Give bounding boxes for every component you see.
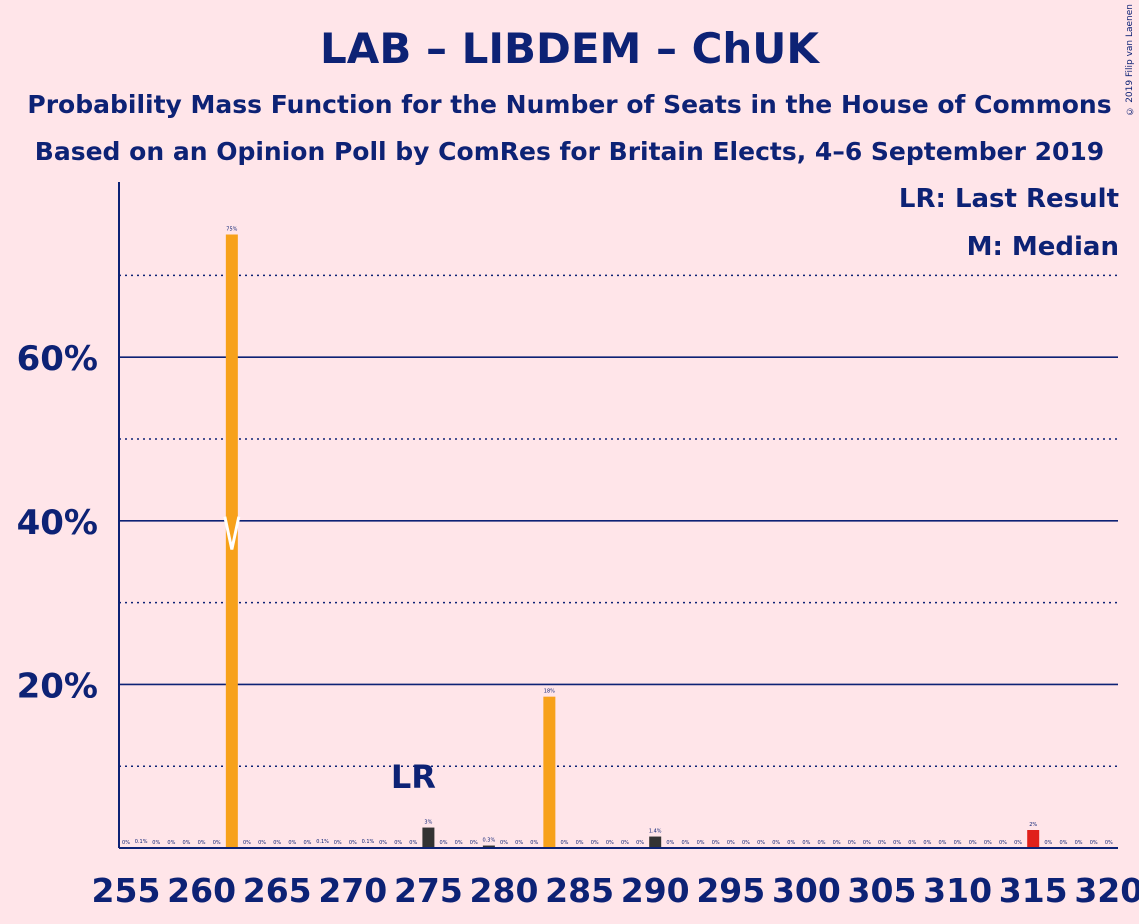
x-tick-label: 320	[1074, 871, 1139, 910]
x-tick-label: 290	[621, 871, 690, 910]
data-label-319: 0%	[1090, 840, 1098, 846]
data-label-318: 0%	[1075, 840, 1083, 846]
data-label-270: 0%	[349, 840, 357, 846]
data-label-271: 0.1%	[362, 839, 375, 845]
data-label-278: 0%	[470, 840, 478, 846]
data-label-258: 0%	[167, 840, 175, 846]
data-label-265: 0%	[273, 840, 281, 846]
legend-median: M: Median	[966, 232, 1119, 262]
x-tick-label: 265	[243, 871, 312, 910]
data-label-290: 1.4%	[649, 829, 662, 835]
data-label-289: 0%	[636, 840, 644, 846]
data-label-266: 0%	[288, 840, 296, 846]
data-label-297: 0%	[757, 840, 765, 846]
data-label-284: 0%	[561, 840, 569, 846]
last-result-marker: LR	[391, 758, 436, 796]
x-tick-label: 260	[167, 871, 236, 910]
data-label-291: 0%	[666, 840, 674, 846]
data-label-303: 0%	[848, 840, 856, 846]
data-label-302: 0%	[833, 840, 841, 846]
data-label-312: 0%	[984, 840, 992, 846]
data-label-281: 0%	[515, 840, 523, 846]
data-label-261: 0%	[213, 840, 221, 846]
data-label-293: 0%	[697, 840, 705, 846]
data-label-313: 0%	[999, 840, 1007, 846]
data-label-307: 0%	[908, 840, 916, 846]
data-label-274: 0%	[409, 840, 417, 846]
bar-279	[482, 845, 495, 848]
data-label-268: 0.1%	[316, 839, 329, 845]
x-tick-label: 305	[848, 871, 917, 910]
legend-last-result: LR: Last Result	[898, 184, 1119, 214]
median-marker	[223, 516, 241, 550]
data-label-298: 0%	[772, 840, 780, 846]
data-label-264: 0%	[258, 840, 266, 846]
data-label-295: 0%	[727, 840, 735, 846]
data-label-300: 0%	[802, 840, 810, 846]
bar-315	[1027, 830, 1040, 848]
chart-subtitle-2: Based on an Opinion Poll by ComRes for B…	[34, 137, 1105, 166]
data-label-279: 0.3%	[483, 838, 496, 844]
y-tick-label: 20%	[17, 666, 98, 706]
data-label-288: 0%	[621, 840, 629, 846]
data-label-292: 0%	[681, 840, 689, 846]
chart-title: LAB – LIBDEM – ChUK	[320, 24, 819, 73]
x-tick-label: 315	[999, 871, 1068, 910]
data-label-294: 0%	[712, 840, 720, 846]
x-tick-label: 270	[318, 871, 387, 910]
data-label-286: 0%	[591, 840, 599, 846]
bar-275	[422, 827, 435, 848]
data-label-299: 0%	[787, 840, 795, 846]
data-label-305: 0%	[878, 840, 886, 846]
y-tick-label: 60%	[17, 339, 98, 379]
x-tick-label: 310	[923, 871, 992, 910]
x-tick-label: 275	[394, 871, 463, 910]
data-label-285: 0%	[576, 840, 584, 846]
data-label-280: 0%	[500, 840, 508, 846]
bar-290	[649, 836, 662, 848]
y-tick-label: 40%	[17, 503, 98, 543]
data-label-283: 18%	[544, 689, 555, 695]
data-label-277: 0%	[455, 840, 463, 846]
data-label-304: 0%	[863, 840, 871, 846]
chart-subtitle-1: Probability Mass Function for the Number…	[27, 90, 1112, 119]
data-label-276: 0%	[440, 840, 448, 846]
data-label-296: 0%	[742, 840, 750, 846]
data-label-255: 0%	[122, 840, 130, 846]
data-label-262: 75%	[226, 227, 237, 233]
bar-262	[225, 234, 238, 848]
data-label-314: 0%	[1014, 840, 1022, 846]
data-label-317: 0%	[1059, 840, 1067, 846]
data-label-301: 0%	[818, 840, 826, 846]
data-label-306: 0%	[893, 840, 901, 846]
data-label-259: 0%	[183, 840, 191, 846]
data-label-267: 0%	[303, 840, 311, 846]
data-label-287: 0%	[606, 840, 614, 846]
data-label-308: 0%	[923, 840, 931, 846]
data-label-310: 0%	[954, 840, 962, 846]
data-label-311: 0%	[969, 840, 977, 846]
data-label-272: 0%	[379, 840, 387, 846]
data-label-320: 0%	[1105, 840, 1113, 846]
x-tick-label: 295	[696, 871, 765, 910]
data-label-256: 0.1%	[135, 839, 148, 845]
data-label-275: 3%	[424, 820, 432, 826]
data-label-282: 0%	[530, 840, 538, 846]
data-label-309: 0%	[939, 840, 947, 846]
data-label-273: 0%	[394, 840, 402, 846]
data-label-257: 0%	[152, 840, 160, 846]
data-label-316: 0%	[1044, 840, 1052, 846]
data-label-263: 0%	[243, 840, 251, 846]
data-label-269: 0%	[334, 840, 342, 846]
x-tick-label: 255	[92, 871, 161, 910]
x-tick-label: 300	[772, 871, 841, 910]
bar-283	[543, 696, 556, 848]
data-label-260: 0%	[198, 840, 206, 846]
x-tick-label: 285	[545, 871, 614, 910]
x-tick-label: 280	[470, 871, 539, 910]
data-label-315: 2%	[1029, 822, 1037, 828]
